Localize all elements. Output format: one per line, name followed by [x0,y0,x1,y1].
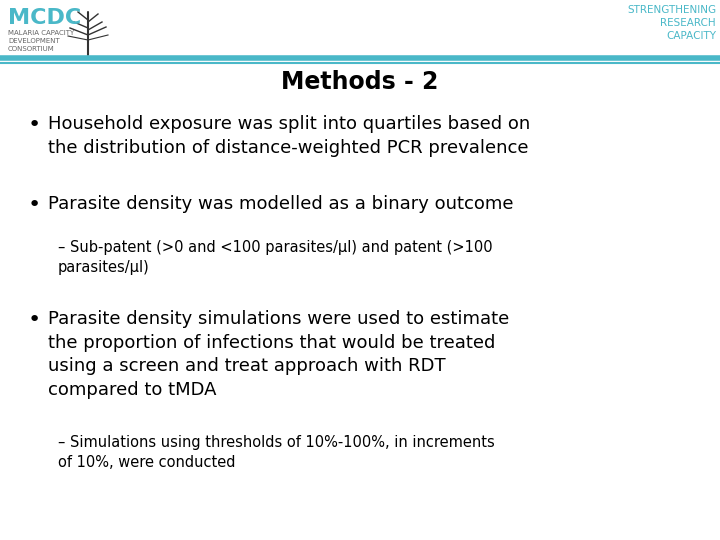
Text: Parasite density simulations were used to estimate
the proportion of infections : Parasite density simulations were used t… [48,310,509,399]
Text: Parasite density was modelled as a binary outcome: Parasite density was modelled as a binar… [48,195,513,213]
Text: Household exposure was split into quartiles based on
the distribution of distanc: Household exposure was split into quarti… [48,115,530,157]
Text: •: • [28,115,41,135]
Text: •: • [28,195,41,215]
Text: •: • [28,310,41,330]
Text: – Simulations using thresholds of 10%-100%, in increments
of 10%, were conducted: – Simulations using thresholds of 10%-10… [58,435,495,470]
Text: – Sub-patent (>0 and <100 parasites/μl) and patent (>100
parasites/μl): – Sub-patent (>0 and <100 parasites/μl) … [58,240,492,275]
Text: STRENGTHENING
RESEARCH
CAPACITY: STRENGTHENING RESEARCH CAPACITY [627,5,716,42]
Text: MALARIA CAPACITY
DEVELOPMENT
CONSORTIUM: MALARIA CAPACITY DEVELOPMENT CONSORTIUM [8,30,74,52]
Text: Methods - 2: Methods - 2 [282,70,438,94]
Text: MCDC: MCDC [8,8,81,28]
